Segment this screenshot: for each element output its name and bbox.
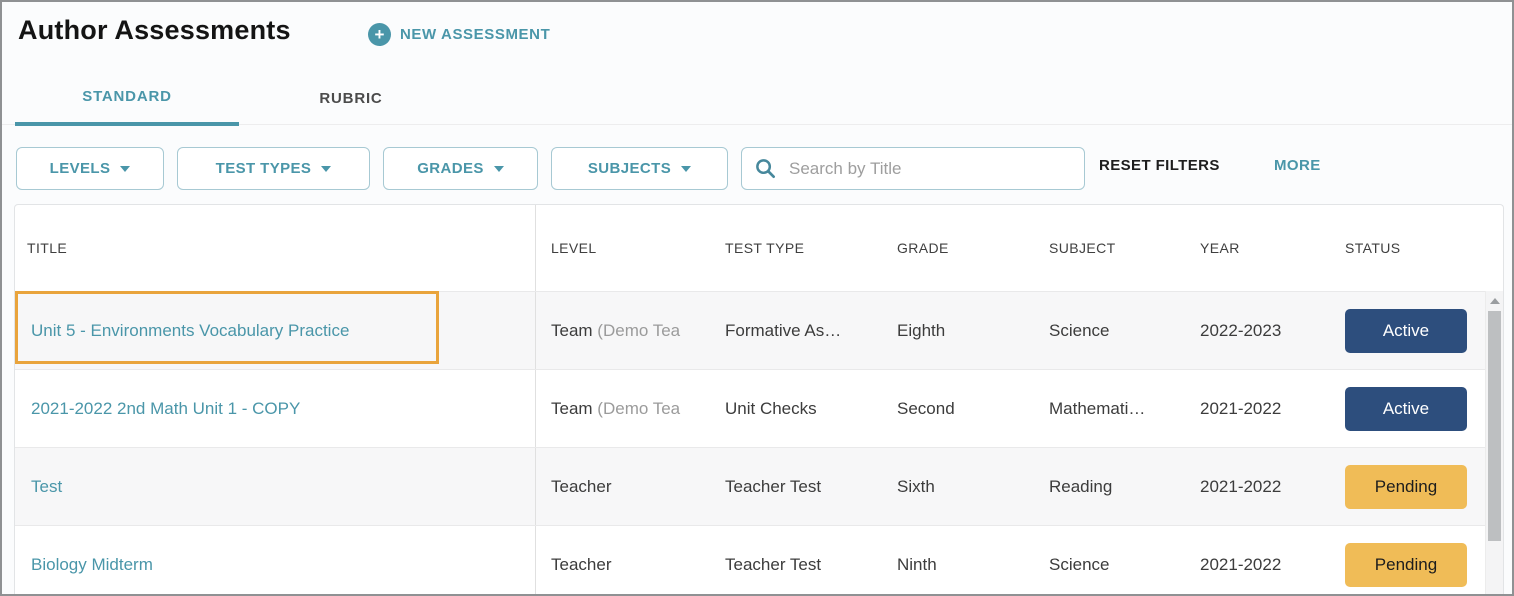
test-type-cell: Unit Checks	[725, 398, 817, 418]
column-header-year[interactable]: YEAR	[1200, 240, 1240, 256]
column-header-status[interactable]: STATUS	[1345, 240, 1401, 256]
subject-cell: Science	[1049, 320, 1110, 340]
levels-filter-label: LEVELS	[49, 160, 111, 177]
assessments-table: TITLE LEVEL TEST TYPE GRADE SUBJECT YEAR…	[14, 204, 1504, 594]
plus-icon: +	[368, 23, 391, 46]
status-cell: Pending	[1330, 464, 1485, 509]
year-cell: 2021-2022	[1200, 476, 1282, 496]
tabs-divider	[2, 124, 1512, 125]
table-scrollbar[interactable]	[1485, 291, 1503, 594]
grade-cell: Ninth	[897, 554, 937, 574]
scroll-up-icon[interactable]	[1490, 298, 1500, 304]
chevron-down-icon	[120, 165, 131, 172]
year-cell: 2022-2023	[1200, 320, 1282, 340]
level-main: Team	[551, 320, 598, 340]
level-main: Teacher	[551, 476, 612, 496]
more-button[interactable]: MORE	[1274, 157, 1321, 174]
column-header-grade[interactable]: GRADE	[897, 240, 949, 256]
level-main: Team	[551, 398, 598, 418]
test-type-cell: Teacher Test	[725, 554, 822, 574]
level-sub: (Demo Tea	[597, 320, 681, 340]
table-body: Unit 5 - Environments Vocabulary Practic…	[15, 291, 1503, 594]
chevron-down-icon	[493, 165, 504, 172]
test-type-cell: Formative As…	[725, 320, 842, 340]
grade-cell: Eighth	[897, 320, 946, 340]
status-cell: Active	[1330, 386, 1485, 431]
search-box[interactable]	[741, 147, 1085, 190]
status-badge[interactable]: Active	[1345, 386, 1467, 431]
status-cell: Active	[1330, 308, 1485, 353]
table-row: Test Teacher Teacher Test Sixth Reading …	[15, 447, 1503, 525]
tab-bar: STANDARD RUBRIC	[15, 70, 463, 126]
subject-cell: Mathemati…	[1049, 398, 1146, 418]
grade-cell: Sixth	[897, 476, 935, 496]
test-types-filter-label: TEST TYPES	[215, 160, 312, 177]
reset-filters-button[interactable]: RESET FILTERS	[1099, 157, 1220, 174]
level-sub: (Demo Tea	[597, 398, 681, 418]
chevron-down-icon	[681, 165, 692, 172]
test-type-cell: Teacher Test	[725, 476, 822, 496]
new-assessment-button[interactable]: + NEW ASSESSMENT	[368, 23, 550, 46]
status-badge[interactable]: Pending	[1345, 464, 1467, 509]
column-header-title[interactable]: TITLE	[15, 205, 536, 291]
filter-bar: LEVELS TEST TYPES GRADES SUBJECTS RESET …	[2, 147, 1512, 191]
subject-cell: Science	[1049, 554, 1110, 574]
page-title: Author Assessments	[18, 15, 291, 45]
subjects-filter-label: SUBJECTS	[587, 160, 672, 177]
grades-filter-dropdown[interactable]: GRADES	[383, 147, 538, 190]
year-cell: 2021-2022	[1200, 398, 1282, 418]
year-cell: 2021-2022	[1200, 554, 1282, 574]
column-header-test-type[interactable]: TEST TYPE	[725, 240, 805, 256]
level-main: Teacher	[551, 554, 612, 574]
table-header-row: TITLE LEVEL TEST TYPE GRADE SUBJECT YEAR…	[15, 205, 1503, 291]
search-input[interactable]	[789, 158, 1072, 179]
grades-filter-label: GRADES	[417, 160, 484, 177]
status-badge[interactable]: Active	[1345, 308, 1467, 353]
table-row: 2021-2022 2nd Math Unit 1 - COPY Team (D…	[15, 369, 1503, 447]
level-cell: Teacher	[536, 555, 710, 575]
tab-rubric[interactable]: RUBRIC	[319, 89, 383, 107]
column-header-subject[interactable]: SUBJECT	[1049, 240, 1116, 256]
status-cell: Pending	[1330, 542, 1485, 587]
test-types-filter-dropdown[interactable]: TEST TYPES	[177, 147, 370, 190]
status-badge[interactable]: Pending	[1345, 542, 1467, 587]
level-cell: Team (Demo Tea	[536, 399, 710, 419]
levels-filter-dropdown[interactable]: LEVELS	[16, 147, 164, 190]
assessment-title-link[interactable]: Biology Midterm	[15, 526, 536, 594]
assessment-title-link[interactable]: 2021-2022 2nd Math Unit 1 - COPY	[15, 370, 536, 447]
table-row: Unit 5 - Environments Vocabulary Practic…	[15, 291, 1503, 369]
search-icon	[756, 159, 775, 178]
table-row: Biology Midterm Teacher Teacher Test Nin…	[15, 525, 1503, 594]
new-assessment-label: NEW ASSESSMENT	[400, 26, 551, 43]
subjects-filter-dropdown[interactable]: SUBJECTS	[551, 147, 728, 190]
grade-cell: Second	[897, 398, 955, 418]
tab-standard[interactable]: STANDARD	[15, 70, 239, 126]
level-cell: Team (Demo Tea	[536, 321, 710, 341]
column-header-level[interactable]: LEVEL	[551, 240, 597, 256]
subject-cell: Reading	[1049, 476, 1113, 496]
level-cell: Teacher	[536, 477, 710, 497]
scrollbar-thumb[interactable]	[1488, 311, 1501, 541]
assessment-title-link[interactable]: Unit 5 - Environments Vocabulary Practic…	[15, 292, 536, 369]
chevron-down-icon	[321, 165, 332, 172]
assessment-title-link[interactable]: Test	[15, 448, 536, 525]
